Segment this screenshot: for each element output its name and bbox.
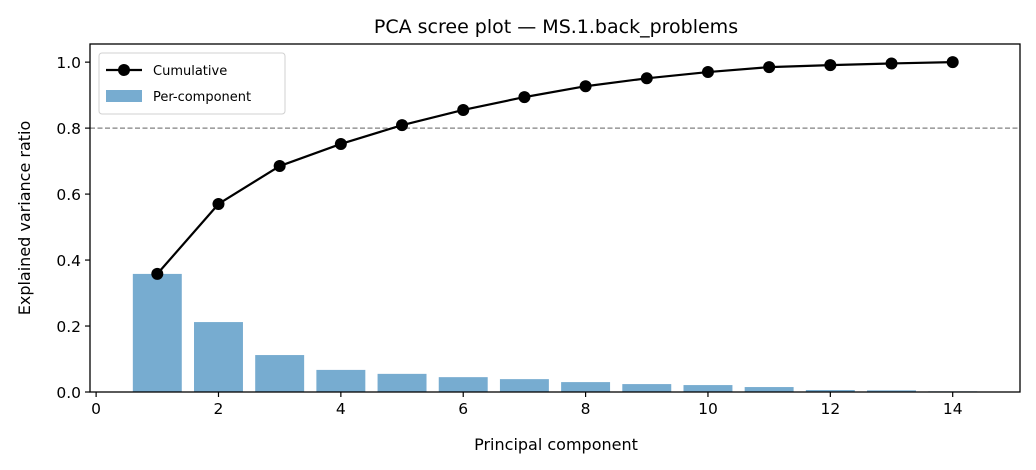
- bar: [867, 390, 916, 392]
- bar: [438, 377, 488, 392]
- x-tick-label: 12: [820, 400, 840, 418]
- data-point-marker: [824, 59, 837, 72]
- bar: [622, 384, 672, 392]
- axes-frame: [89, 43, 1021, 393]
- data-point-marker: [763, 61, 776, 74]
- y-tick-label: 0.6: [56, 186, 81, 204]
- x-tick-label: 6: [458, 400, 468, 418]
- bar: [194, 322, 243, 392]
- legend-label-per-component: Per-component: [153, 90, 251, 105]
- bar: [132, 273, 182, 392]
- data-point-marker: [396, 119, 409, 132]
- x-tick-label: 14: [943, 400, 963, 418]
- y-axis-label: Explained variance ratio: [15, 121, 34, 316]
- data-point-marker: [701, 66, 714, 79]
- legend-bar-swatch: [106, 90, 142, 102]
- y-tick-label: 1.0: [56, 54, 81, 72]
- data-point-marker: [457, 103, 470, 116]
- x-axis-label: Principal component: [474, 435, 638, 454]
- legend-box: [98, 52, 286, 115]
- data-point-marker: [946, 56, 959, 69]
- bar: [805, 390, 855, 392]
- data-point-marker: [334, 137, 347, 150]
- bar: [683, 385, 733, 392]
- data-point-marker: [518, 91, 531, 104]
- legend-label-cumulative: Cumulative: [153, 64, 227, 79]
- chart-title: PCA scree plot — MS.1.back_problems: [374, 16, 738, 38]
- bar: [255, 355, 305, 392]
- x-tick-label: 4: [336, 400, 346, 418]
- legend: Cumulative Per-component: [98, 52, 286, 115]
- bar: [499, 379, 549, 392]
- data-point-marker: [885, 57, 898, 70]
- x-tick-label: 0: [91, 400, 101, 418]
- x-tick-label: 8: [581, 400, 591, 418]
- y-tick-label: 0.2: [56, 318, 81, 336]
- cumulative-line: [151, 56, 959, 280]
- cumulative-polyline: [156, 61, 953, 275]
- y-tick-label: 0.0: [56, 384, 81, 402]
- legend-marker-icon: [118, 64, 130, 76]
- data-point-marker: [273, 160, 286, 173]
- x-tick-label: 10: [698, 400, 718, 418]
- plot-area-border: [89, 43, 1021, 393]
- bar: [316, 369, 366, 392]
- data-point-marker: [640, 72, 653, 85]
- data-point-marker: [212, 197, 225, 210]
- data-point-marker: [579, 80, 592, 93]
- x-axis-ticks: 0 2 4 6 8 10 12 14: [91, 392, 963, 418]
- bar: [561, 382, 611, 392]
- y-axis-ticks: 0.0 0.2 0.4 0.6 0.8 1.0: [56, 54, 90, 402]
- bar: [744, 387, 794, 392]
- y-tick-label: 0.8: [56, 120, 81, 138]
- data-point-marker: [151, 267, 164, 280]
- per-component-bars: [132, 273, 978, 392]
- x-tick-label: 2: [214, 400, 224, 418]
- bar: [377, 373, 427, 392]
- y-tick-label: 0.4: [56, 252, 81, 270]
